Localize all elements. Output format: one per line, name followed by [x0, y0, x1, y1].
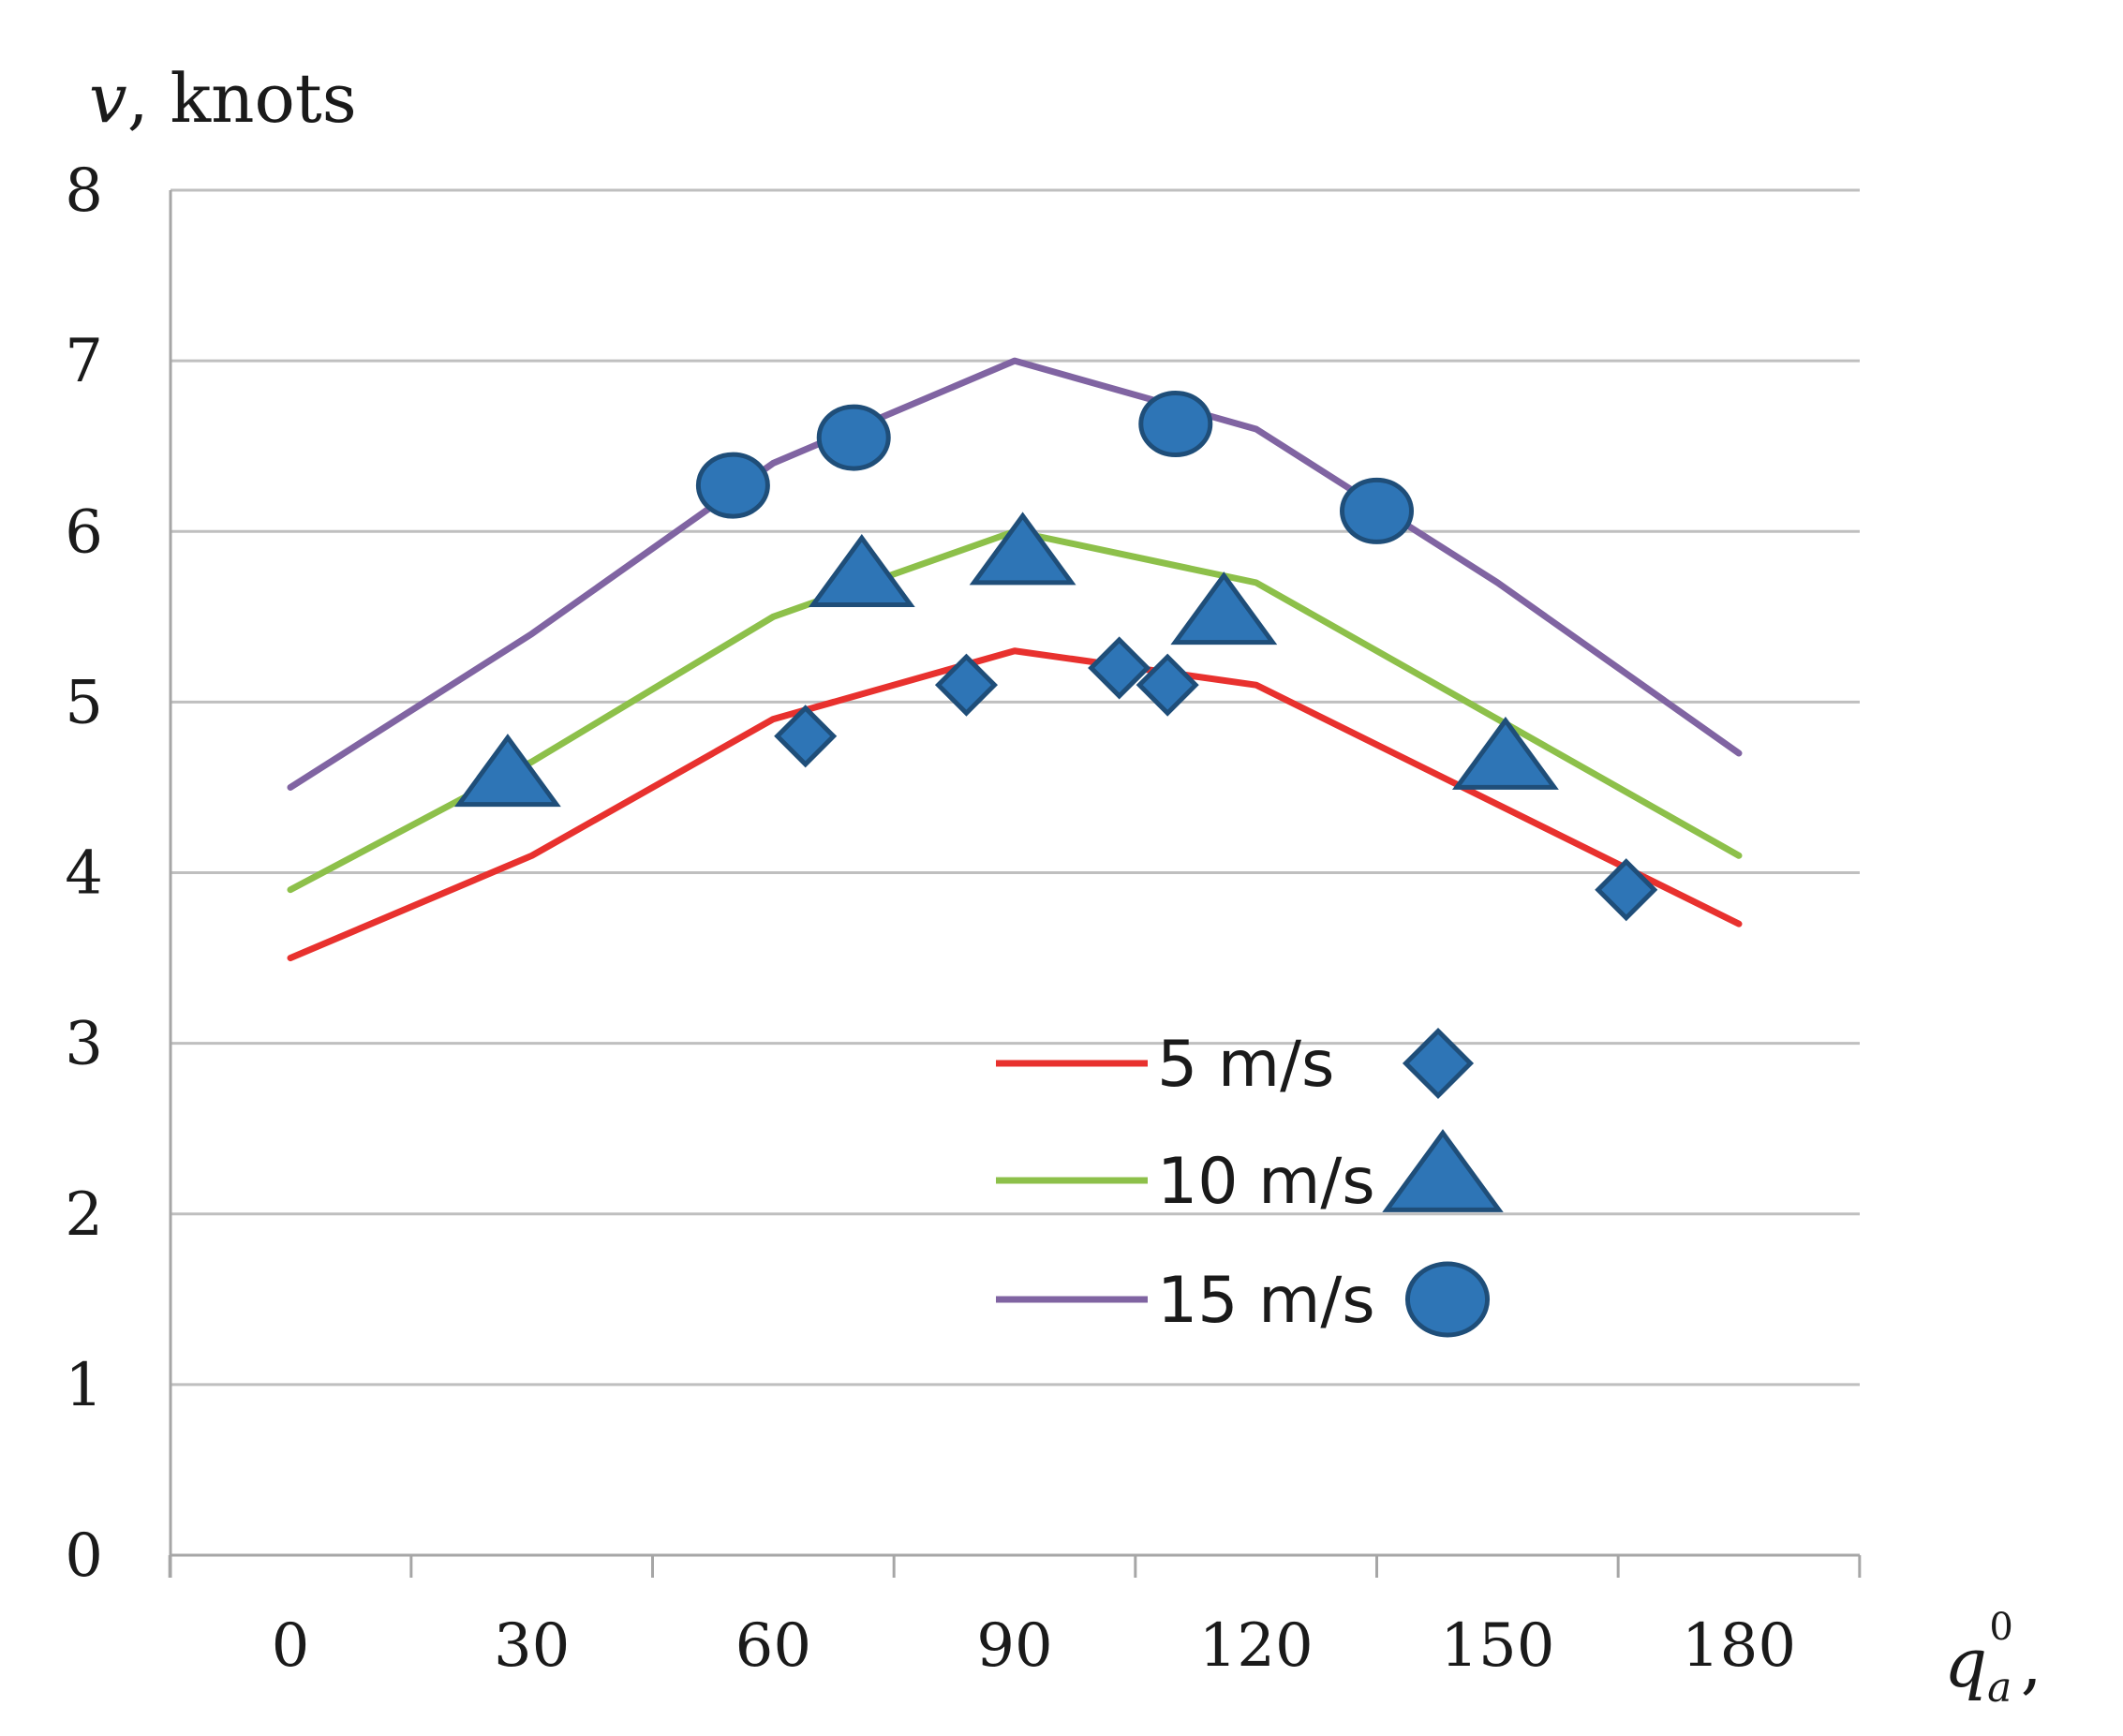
- y-tick-label: 5: [65, 668, 103, 737]
- series-line-3: [287, 357, 1743, 791]
- data-point-triangle: [969, 512, 1076, 586]
- data-point-diamond: [774, 705, 838, 768]
- axes: [168, 190, 1862, 1578]
- legend: 5 m/s 10 m/s 15 m/s: [996, 1027, 1504, 1338]
- data-point-diamond: [1136, 653, 1199, 717]
- y-axis-unit: , knots: [127, 59, 357, 138]
- x-tick-label: 0: [272, 1611, 310, 1681]
- data-point-triangle: [1170, 571, 1278, 645]
- x-axis-sub: a: [1987, 1664, 2012, 1712]
- y-tick-label: 7: [65, 327, 103, 396]
- x-axis-tail: ,: [2021, 1624, 2042, 1702]
- y-tick-label: 1: [65, 1351, 103, 1420]
- y-tick-label: 0: [65, 1521, 103, 1591]
- y-tick-labels: 0 1 2 3 4 5 6 7 8: [65, 156, 103, 1591]
- legend-label: 15 m/s: [1157, 1264, 1375, 1338]
- x-tick-label: 30: [494, 1611, 570, 1681]
- legend-marker-circle: [1404, 1261, 1491, 1338]
- x-axis-title: qa 0,: [1944, 1606, 2042, 1712]
- x-tick-label: 120: [1199, 1611, 1314, 1681]
- data-point-diamond: [1088, 636, 1151, 700]
- y-tick-label: 4: [65, 839, 103, 909]
- x-tick-label: 180: [1682, 1611, 1796, 1681]
- data-point-circle: [695, 452, 770, 519]
- grid-lines: [171, 188, 1860, 1557]
- x-tick-label: 150: [1440, 1611, 1554, 1681]
- legend-marker-diamond: [1402, 1027, 1475, 1100]
- data-point-circle: [1340, 477, 1414, 544]
- x-tick-labels: 0 30 60 90 120 150 180: [272, 1611, 1796, 1681]
- legend-label: 5 m/s: [1157, 1028, 1334, 1102]
- legend-label: 10 m/s: [1157, 1145, 1375, 1219]
- y-tick-label: 2: [65, 1180, 103, 1250]
- y-tick-label: 6: [65, 497, 103, 567]
- data-point-circle: [1138, 391, 1213, 458]
- data-point-diamond: [934, 653, 999, 717]
- data-point-triangle: [808, 534, 915, 608]
- series-lines: [287, 357, 1743, 962]
- y-tick-label: 8: [65, 156, 103, 226]
- legend-marker-triangle: [1382, 1129, 1504, 1212]
- data-point-triangle: [453, 734, 561, 808]
- x-tick-label: 90: [976, 1611, 1052, 1681]
- y-axis-var: v: [89, 59, 127, 138]
- y-tick-label: 3: [65, 1010, 103, 1079]
- x-axis-var: q: [1944, 1624, 1987, 1702]
- data-point-circle: [816, 404, 891, 471]
- x-tick-label: 60: [735, 1611, 811, 1681]
- series-line-2: [287, 527, 1743, 894]
- series-markers: [453, 391, 1658, 922]
- series-line-1: [287, 647, 1743, 962]
- y-axis-title: v, knots: [89, 59, 357, 138]
- data-point-triangle: [1452, 716, 1559, 790]
- x-axis-sup: 0: [1989, 1606, 2012, 1649]
- data-point-diamond: [1595, 858, 1658, 922]
